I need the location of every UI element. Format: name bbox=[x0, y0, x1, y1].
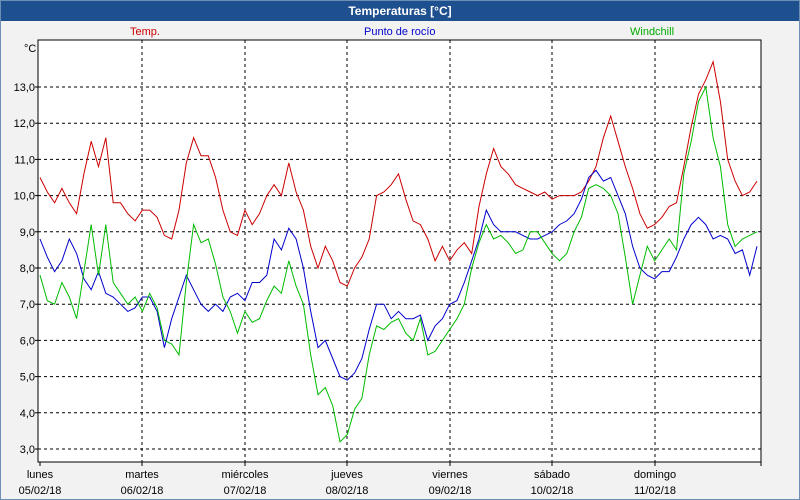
y-tick-label: 10,0 bbox=[14, 191, 35, 203]
y-tick-label: 13,0 bbox=[14, 82, 35, 94]
y-tick-label: 8,0 bbox=[20, 263, 35, 275]
x-tick-date: 05/02/18 bbox=[19, 485, 62, 497]
window-title: Temperaturas [°C] bbox=[1, 1, 799, 21]
legend-windchill: Windchill bbox=[630, 26, 674, 38]
x-tick-date: 09/02/18 bbox=[429, 485, 472, 497]
x-axis-ticks: lunes 05/02/18 martes 06/02/18 miércoles 07/0… bbox=[19, 462, 762, 497]
x-tick-date: 11/02/18 bbox=[634, 485, 676, 497]
y-tick-label: 3,0 bbox=[20, 444, 35, 456]
x-tick-day: domingo bbox=[634, 469, 676, 481]
legend-temp: Temp. bbox=[130, 26, 160, 38]
x-tick-day: miércoles bbox=[221, 469, 269, 481]
y-tick-label: 12,0 bbox=[14, 118, 35, 130]
x-tick-date: 06/02/18 bbox=[121, 485, 164, 497]
x-tick-day: martes bbox=[125, 469, 159, 481]
plot-area bbox=[37, 39, 762, 463]
x-tick-day: jueves bbox=[330, 469, 363, 481]
series-lines bbox=[39, 59, 758, 443]
y-tick-label: 6,0 bbox=[20, 335, 35, 347]
y-tick-label: 4,0 bbox=[20, 408, 35, 420]
y-tick-label: 7,0 bbox=[20, 299, 35, 311]
y-tick-label: 9,0 bbox=[20, 227, 35, 239]
y-tick-label: 5,0 bbox=[20, 372, 35, 384]
legend-dewpoint: Punto de rocío bbox=[364, 26, 436, 38]
y-tick-label: 11,0 bbox=[14, 154, 35, 166]
x-tick-date: 07/02/18 bbox=[224, 485, 267, 497]
x-tick-day: lunes bbox=[27, 469, 54, 481]
x-tick-day: sábado bbox=[534, 469, 570, 481]
x-tick-day: viernes bbox=[432, 469, 468, 481]
y-axis-unit: °C bbox=[24, 43, 36, 55]
series-temp-line bbox=[39, 59, 758, 287]
series-dewpoint-line bbox=[39, 169, 758, 381]
x-tick-date: 08/02/18 bbox=[326, 485, 369, 497]
x-tick-date: 10/02/18 bbox=[531, 485, 574, 497]
y-axis-ticks: 3,0 4,0 5,0 6,0 7,0 8,0 9,0 10,0 11,0 12,0 13,0 bbox=[14, 82, 38, 456]
series-windchill-line bbox=[39, 85, 758, 443]
